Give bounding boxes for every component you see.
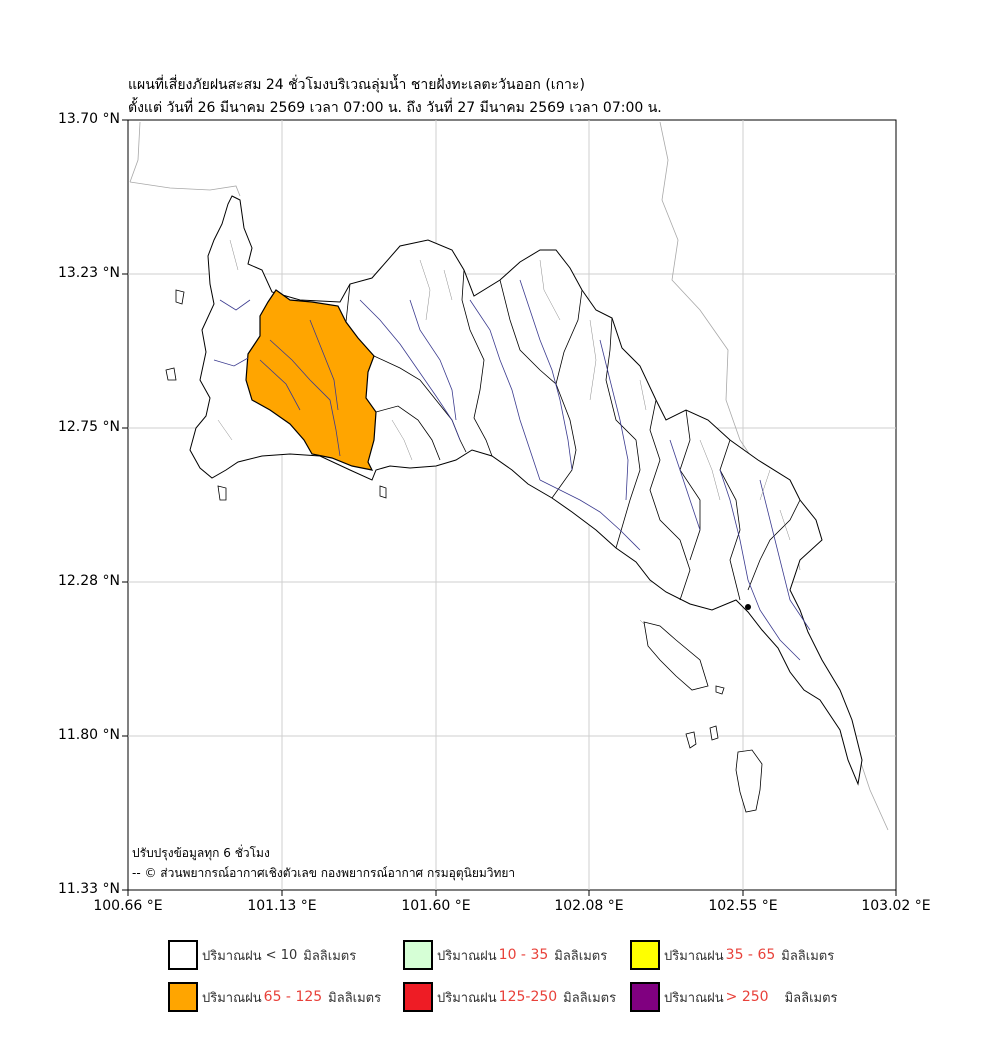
legend-range: 125-250 [498, 989, 558, 1005]
y-tick-label-3: 12.75 °N [57, 419, 120, 435]
province-border-west [129, 181, 241, 197]
estuary-marker [745, 604, 751, 610]
legend-prefix: ปริมาณฝน [202, 990, 262, 1006]
legend-prefix: ปริมาณฝน [202, 948, 262, 964]
legend-item-lt10: ปริมาณฝน < 10 มิลลิเมตร [168, 940, 356, 970]
y-tick-label-5: 11.80 °N [57, 727, 120, 743]
x-tick-label-1: 100.66 °E [93, 898, 163, 914]
map-title-line1: แผนที่เสี่ยงภัยฝนสะสม 24 ชั่วโมงบริเวณลุ… [128, 77, 585, 93]
y-tick-label-6: 11.33 °N [57, 881, 120, 897]
island-koh-chang [643, 621, 709, 691]
legend-unit: มิลลิเมตร [781, 948, 835, 964]
legend-item-35-65: ปริมาณฝน 35 - 65 มิลลิเมตร [630, 940, 834, 970]
island-small-1 [685, 731, 697, 749]
legend-prefix: ปริมาณฝน [664, 948, 724, 964]
map-title-line2: ตั้งแต่ วันที่ 26 มีนาคม 2569 เวลา 07:00… [128, 100, 662, 116]
tick-marks [122, 119, 897, 896]
x-tick-label-5: 102.55 °E [708, 898, 778, 914]
islands [165, 289, 763, 813]
island-koh-kood [735, 749, 763, 813]
legend-swatch [403, 940, 433, 970]
legend-item-65-125: ปริมาณฝน 65 - 125 มิลลิเมตร [168, 982, 381, 1012]
legend-unit: มิลลิเมตร [554, 948, 608, 964]
legend-range: > 250 [725, 989, 769, 1005]
legend-item-gt250: ปริมาณฝน > 250 มิลลิเมตร [630, 982, 838, 1012]
province-border-nw [129, 121, 141, 183]
legend-swatch [403, 982, 433, 1012]
legend-range: 35 - 65 [725, 947, 776, 963]
legend-unit: มิลลิเมตร [784, 990, 838, 1006]
legend-swatch [168, 982, 198, 1012]
legend-prefix: ปริมาณฝน [437, 948, 497, 964]
legend-item-10-35: ปริมาณฝน 10 - 35 มิลลิเมตร [403, 940, 607, 970]
legend-swatch [630, 940, 660, 970]
legend-unit: มิลลิเมตร [328, 990, 382, 1006]
x-tick-label-4: 102.08 °E [554, 898, 624, 914]
island-small-2 [709, 725, 719, 741]
legend-unit: มิลลิเมตร [563, 990, 617, 1006]
legend-prefix: ปริมาณฝน [664, 990, 724, 1006]
legend-item-125-250: ปริมาณฝน 125-250 มิลลิเมตร [403, 982, 616, 1012]
legend-range: 65 - 125 [263, 989, 323, 1005]
island-small-4 [165, 367, 177, 381]
y-tick-label-1: 13.70 °N [57, 111, 120, 127]
credit-note: -- © ส่วนพยากรณ์อากาศเชิงตัวเลข กองพยากร… [132, 866, 516, 880]
sub-basin-boundaries [345, 269, 801, 601]
legend-swatch [168, 940, 198, 970]
update-note: ปรับปรุงข้อมูลทุก 6 ชั่วโมง [132, 846, 270, 860]
legend-range: 10 - 35 [498, 947, 549, 963]
legend-range: < 10 [265, 947, 298, 963]
y-tick-label-4: 12.28 °N [57, 573, 120, 589]
legend-swatch [630, 982, 660, 1012]
island-small-6 [715, 685, 725, 695]
island-small-5 [217, 485, 227, 501]
y-tick-label-2: 13.23 °N [57, 265, 120, 281]
island-small-3 [175, 289, 185, 305]
x-tick-label-6: 103.02 °E [861, 898, 931, 914]
island-small-7 [379, 485, 387, 499]
legend-unit: มิลลิเมตร [303, 948, 357, 964]
x-tick-label-2: 101.13 °E [247, 898, 317, 914]
legend-prefix: ปริมาณฝน [437, 990, 497, 1006]
river-network [213, 279, 811, 661]
x-tick-label-3: 101.60 °E [401, 898, 471, 914]
